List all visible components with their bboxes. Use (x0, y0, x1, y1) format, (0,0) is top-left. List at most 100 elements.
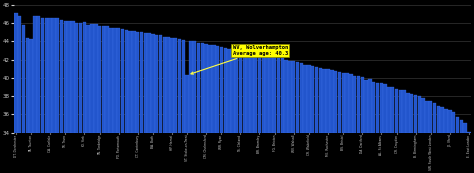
Bar (224, 48, 227, 133)
Bar (440, 107, 444, 133)
Bar (380, 83, 383, 133)
Bar (159, 35, 162, 133)
Bar (33, 16, 36, 133)
Bar (429, 102, 432, 133)
Bar (231, 48, 235, 133)
Bar (29, 39, 33, 133)
Bar (365, 80, 368, 133)
Bar (98, 26, 101, 133)
Bar (269, 56, 273, 133)
Bar (26, 38, 29, 133)
Bar (219, 47, 223, 133)
Bar (121, 29, 124, 133)
Bar (216, 46, 219, 133)
Bar (14, 13, 18, 133)
Bar (346, 74, 349, 133)
Bar (106, 26, 109, 133)
Bar (71, 21, 75, 133)
Bar (433, 103, 436, 133)
Bar (281, 58, 284, 133)
Bar (64, 21, 67, 133)
Bar (421, 98, 425, 133)
Bar (125, 30, 128, 133)
Bar (456, 117, 459, 133)
Bar (437, 106, 440, 133)
Bar (292, 61, 295, 133)
Bar (459, 120, 463, 133)
Bar (170, 38, 173, 133)
Bar (182, 40, 185, 133)
Bar (56, 19, 59, 133)
Bar (201, 43, 204, 133)
Bar (467, 132, 471, 133)
Bar (395, 89, 398, 133)
Bar (315, 67, 319, 133)
Bar (425, 101, 428, 133)
Bar (178, 39, 181, 133)
Bar (307, 65, 310, 133)
Bar (353, 76, 356, 133)
Bar (102, 26, 105, 133)
Bar (258, 54, 261, 133)
Bar (349, 74, 353, 133)
Bar (296, 62, 299, 133)
Bar (406, 93, 410, 133)
Bar (151, 34, 155, 133)
Bar (319, 68, 322, 133)
Bar (204, 44, 208, 133)
Bar (86, 25, 90, 133)
Bar (67, 21, 71, 133)
Bar (18, 16, 21, 133)
Bar (193, 41, 197, 133)
Bar (334, 71, 337, 133)
Bar (357, 76, 360, 133)
Bar (185, 75, 189, 133)
Bar (48, 18, 52, 133)
Bar (376, 83, 379, 133)
Bar (60, 20, 63, 133)
Bar (300, 63, 303, 133)
Bar (246, 51, 250, 133)
Bar (311, 66, 314, 133)
Bar (94, 24, 98, 133)
Bar (155, 35, 158, 133)
Bar (265, 55, 269, 133)
Bar (82, 22, 86, 133)
Bar (243, 50, 246, 133)
Bar (444, 108, 448, 133)
Bar (166, 37, 170, 133)
Bar (463, 123, 467, 133)
Bar (228, 49, 231, 133)
Bar (41, 18, 44, 133)
Bar (235, 49, 238, 133)
Bar (368, 79, 372, 133)
Bar (262, 55, 265, 133)
Bar (452, 112, 456, 133)
Bar (414, 95, 417, 133)
Bar (163, 37, 166, 133)
Bar (410, 93, 413, 133)
Bar (75, 23, 79, 133)
Bar (174, 38, 177, 133)
Bar (303, 65, 307, 133)
Bar (109, 28, 113, 133)
Bar (144, 33, 147, 133)
Bar (132, 31, 136, 133)
Bar (90, 24, 94, 133)
Bar (22, 25, 25, 133)
Bar (147, 33, 151, 133)
Bar (239, 50, 242, 133)
Bar (117, 28, 120, 133)
Bar (113, 28, 117, 133)
Bar (45, 18, 48, 133)
Bar (402, 90, 406, 133)
Text: WV, Wolverhampton
Average age: 40.3: WV, Wolverhampton Average age: 40.3 (191, 45, 288, 74)
Bar (387, 87, 391, 133)
Bar (254, 54, 257, 133)
Bar (448, 110, 452, 133)
Bar (128, 31, 132, 133)
Bar (391, 87, 394, 133)
Bar (277, 58, 280, 133)
Bar (330, 70, 334, 133)
Bar (208, 45, 212, 133)
